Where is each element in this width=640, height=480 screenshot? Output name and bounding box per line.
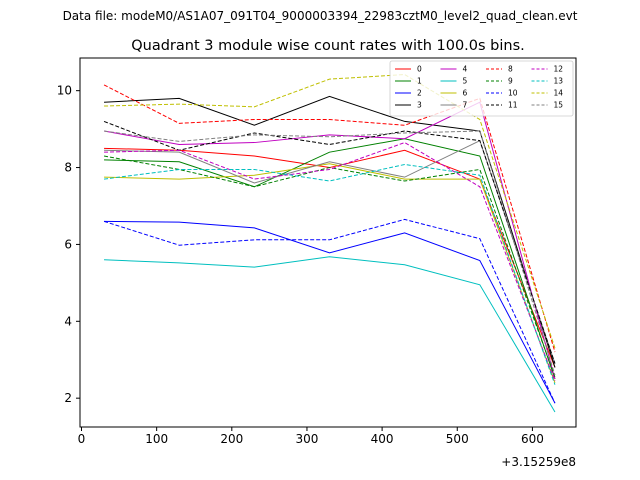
legend-label-9: 9 [508, 77, 513, 86]
series-line-13 [103, 163, 556, 385]
legend-label-6: 6 [463, 89, 468, 98]
x-tick-label-400: 400 [371, 432, 394, 446]
chart-title: Quadrant 3 module wise count rates with … [131, 38, 525, 54]
x-tick-label-600: 600 [521, 432, 544, 446]
legend-frame [389, 60, 574, 117]
x-tick-label-300: 300 [296, 432, 319, 446]
legend-label-8: 8 [508, 65, 513, 74]
series-line-5 [104, 256, 556, 413]
plot-frame [79, 57, 577, 428]
x-tick-label-100: 100 [145, 432, 168, 446]
figure-suptitle: Data file: modeM0/AS1A07_091T04_90000033… [63, 9, 578, 23]
series-line-10 [103, 218, 556, 404]
legend-label-2: 2 [417, 89, 422, 98]
series-line-12 [104, 142, 556, 382]
legend-label-11: 11 [508, 101, 518, 110]
x-tick-label-500: 500 [446, 432, 469, 446]
y-tick-label-4: 4 [64, 314, 72, 328]
series-line-15 [103, 130, 556, 376]
x-tick-label-200: 200 [220, 432, 243, 446]
legend-label-4: 4 [463, 65, 468, 74]
legend-label-5: 5 [463, 77, 468, 86]
y-tick-label-2: 2 [64, 391, 72, 405]
series-line-14 [104, 74, 556, 349]
legend-label-10: 10 [508, 89, 518, 98]
y-tick-label-8: 8 [64, 161, 72, 175]
series-line-1 [104, 138, 556, 380]
legend-label-15: 15 [554, 101, 564, 110]
plot-area [80, 58, 576, 427]
legend-label-0: 0 [417, 65, 422, 74]
y-tick-label-10: 10 [57, 84, 72, 98]
x-offset-label: +3.15259e8 [501, 455, 576, 469]
legend-label-1: 1 [417, 77, 422, 86]
series-line-9 [103, 155, 556, 378]
legend-label-13: 13 [554, 77, 564, 86]
legend-label-7: 7 [463, 101, 468, 110]
legend-label-14: 14 [554, 89, 564, 98]
series-layer [103, 74, 556, 413]
legend-label-12: 12 [554, 65, 564, 74]
y-axis: 2 4 6 8 10 [57, 84, 80, 405]
legend-label-3: 3 [417, 101, 422, 110]
y-tick-label-6: 6 [64, 237, 72, 251]
x-axis: 0 100 200 300 400 500 600 [78, 427, 544, 446]
series-line-2 [104, 220, 556, 404]
series-line-6 [104, 163, 556, 383]
series-line-3 [104, 95, 556, 368]
x-tick-label-0: 0 [78, 432, 86, 446]
